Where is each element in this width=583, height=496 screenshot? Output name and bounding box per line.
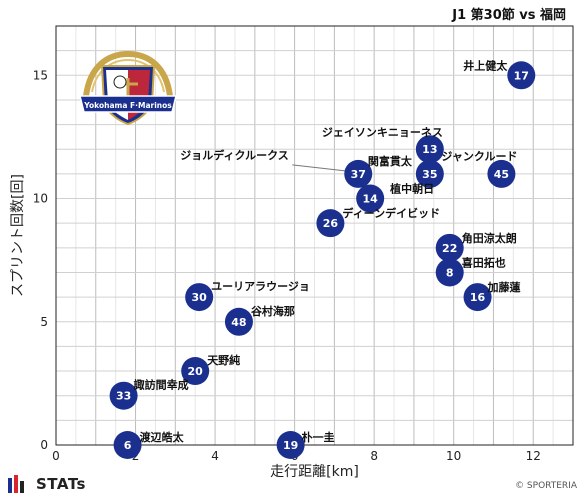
point-number: 6: [124, 439, 132, 452]
point-name-label: 井上健太: [463, 58, 508, 72]
y-tick-label: 10: [33, 192, 48, 206]
point-name-label: ジャンクルード: [441, 150, 517, 163]
point-marker: [415, 135, 444, 164]
point-name-label: 関富貫太: [368, 154, 413, 168]
data-points: 17 井上健太 13 ジェイソンキニョーネス 45 ジャンクルード 37 ジョルディクルークス…: [109, 58, 536, 459]
point-number: 13: [422, 143, 437, 156]
point-name-label: ジョルディクルークス: [180, 148, 289, 162]
y-tick-label: 5: [40, 315, 48, 329]
point-name-label: 諏訪間幸成: [134, 378, 189, 392]
point-marker: [185, 283, 214, 312]
point-marker: [356, 184, 385, 213]
point-number: 19: [283, 439, 298, 452]
point-marker: [316, 209, 345, 238]
point-number: 45: [494, 168, 509, 181]
data-point: 48 谷村海那: [224, 304, 295, 336]
point-name-label: 加藤蓮: [487, 280, 521, 294]
point-marker: [109, 381, 138, 410]
data-point: 6 渡辺皓太: [113, 430, 185, 459]
point-name-label: ディーンデイビッド: [342, 206, 440, 220]
point-number: 33: [116, 390, 131, 403]
x-tick-label: 0: [52, 449, 60, 463]
data-point: 13 ジェイソンキニョーネス: [322, 126, 444, 164]
logo-text: Yokohama F·Marinos: [83, 101, 172, 110]
data-point: 8 喜田拓也: [435, 255, 506, 287]
data-point: 45 ジャンクルード: [441, 150, 518, 188]
point-number: 22: [442, 242, 457, 255]
point-marker: [463, 283, 492, 312]
point-number: 26: [323, 217, 339, 230]
point-name-label: 喜田拓也: [462, 255, 506, 269]
x-tick-label: 12: [526, 449, 541, 463]
point-number: 48: [231, 316, 246, 329]
point-name-label: 谷村海那: [251, 304, 295, 318]
point-number: 37: [351, 168, 366, 181]
point-name-label: 植中朝日: [389, 182, 434, 196]
label-leader-line: [292, 164, 346, 172]
point-name-label: 朴一圭: [302, 430, 335, 444]
point-marker: [224, 307, 253, 336]
point-number: 35: [422, 168, 437, 181]
stats-logo-icon: [8, 475, 24, 493]
point-marker: [435, 258, 464, 287]
data-point: 37 ジョルディクルークス: [180, 148, 373, 188]
point-name-label: 渡辺皓太: [140, 430, 185, 444]
point-name-label: ジェイソンキニョーネス: [322, 126, 443, 139]
point-number: 20: [188, 365, 204, 378]
point-name-label: 角田涼太朗: [462, 231, 517, 245]
x-tick-label: 10: [446, 449, 461, 463]
plot-frame: [55, 25, 574, 446]
point-marker: [276, 431, 305, 459]
chart-title: J1 第30節 vs 福岡: [451, 7, 566, 23]
point-marker: [344, 159, 373, 188]
point-number: 8: [446, 266, 454, 279]
point-number: 16: [470, 291, 486, 304]
point-marker: [181, 357, 210, 386]
point-marker: [487, 159, 516, 188]
x-tick-label: 8: [370, 449, 378, 463]
point-marker: [507, 61, 536, 90]
point-marker: [435, 233, 464, 262]
data-point: 19 朴一圭: [276, 430, 335, 459]
data-point: 14 植中朝日: [356, 182, 434, 213]
point-name-label: 天野純: [207, 353, 240, 367]
data-point: 17 井上健太: [463, 58, 536, 90]
point-marker: [415, 159, 444, 188]
brand-text: STATs: [36, 475, 86, 493]
y-tick-label: 0: [40, 438, 48, 452]
point-marker: [113, 431, 142, 459]
copyright: © SPORTERIA: [515, 481, 577, 491]
point-number: 17: [514, 69, 529, 82]
x-axis-label: 走行距離[km]: [270, 463, 359, 480]
x-tick-label: 4: [211, 449, 219, 463]
stats-brand: STATs: [8, 474, 86, 494]
point-number: 30: [192, 291, 208, 304]
point-name-label: ユーリアラウージョ: [211, 280, 310, 293]
data-point: 35 関富貫太: [368, 154, 444, 188]
yokohama-f-marinos-emblem: Yokohama F·Marinos: [79, 50, 177, 126]
point-number: 14: [363, 193, 379, 206]
y-axis-label: スプリント回数[回]: [10, 174, 26, 297]
data-point: 22 角田涼太朗: [435, 231, 517, 262]
y-tick-label: 15: [33, 68, 48, 82]
